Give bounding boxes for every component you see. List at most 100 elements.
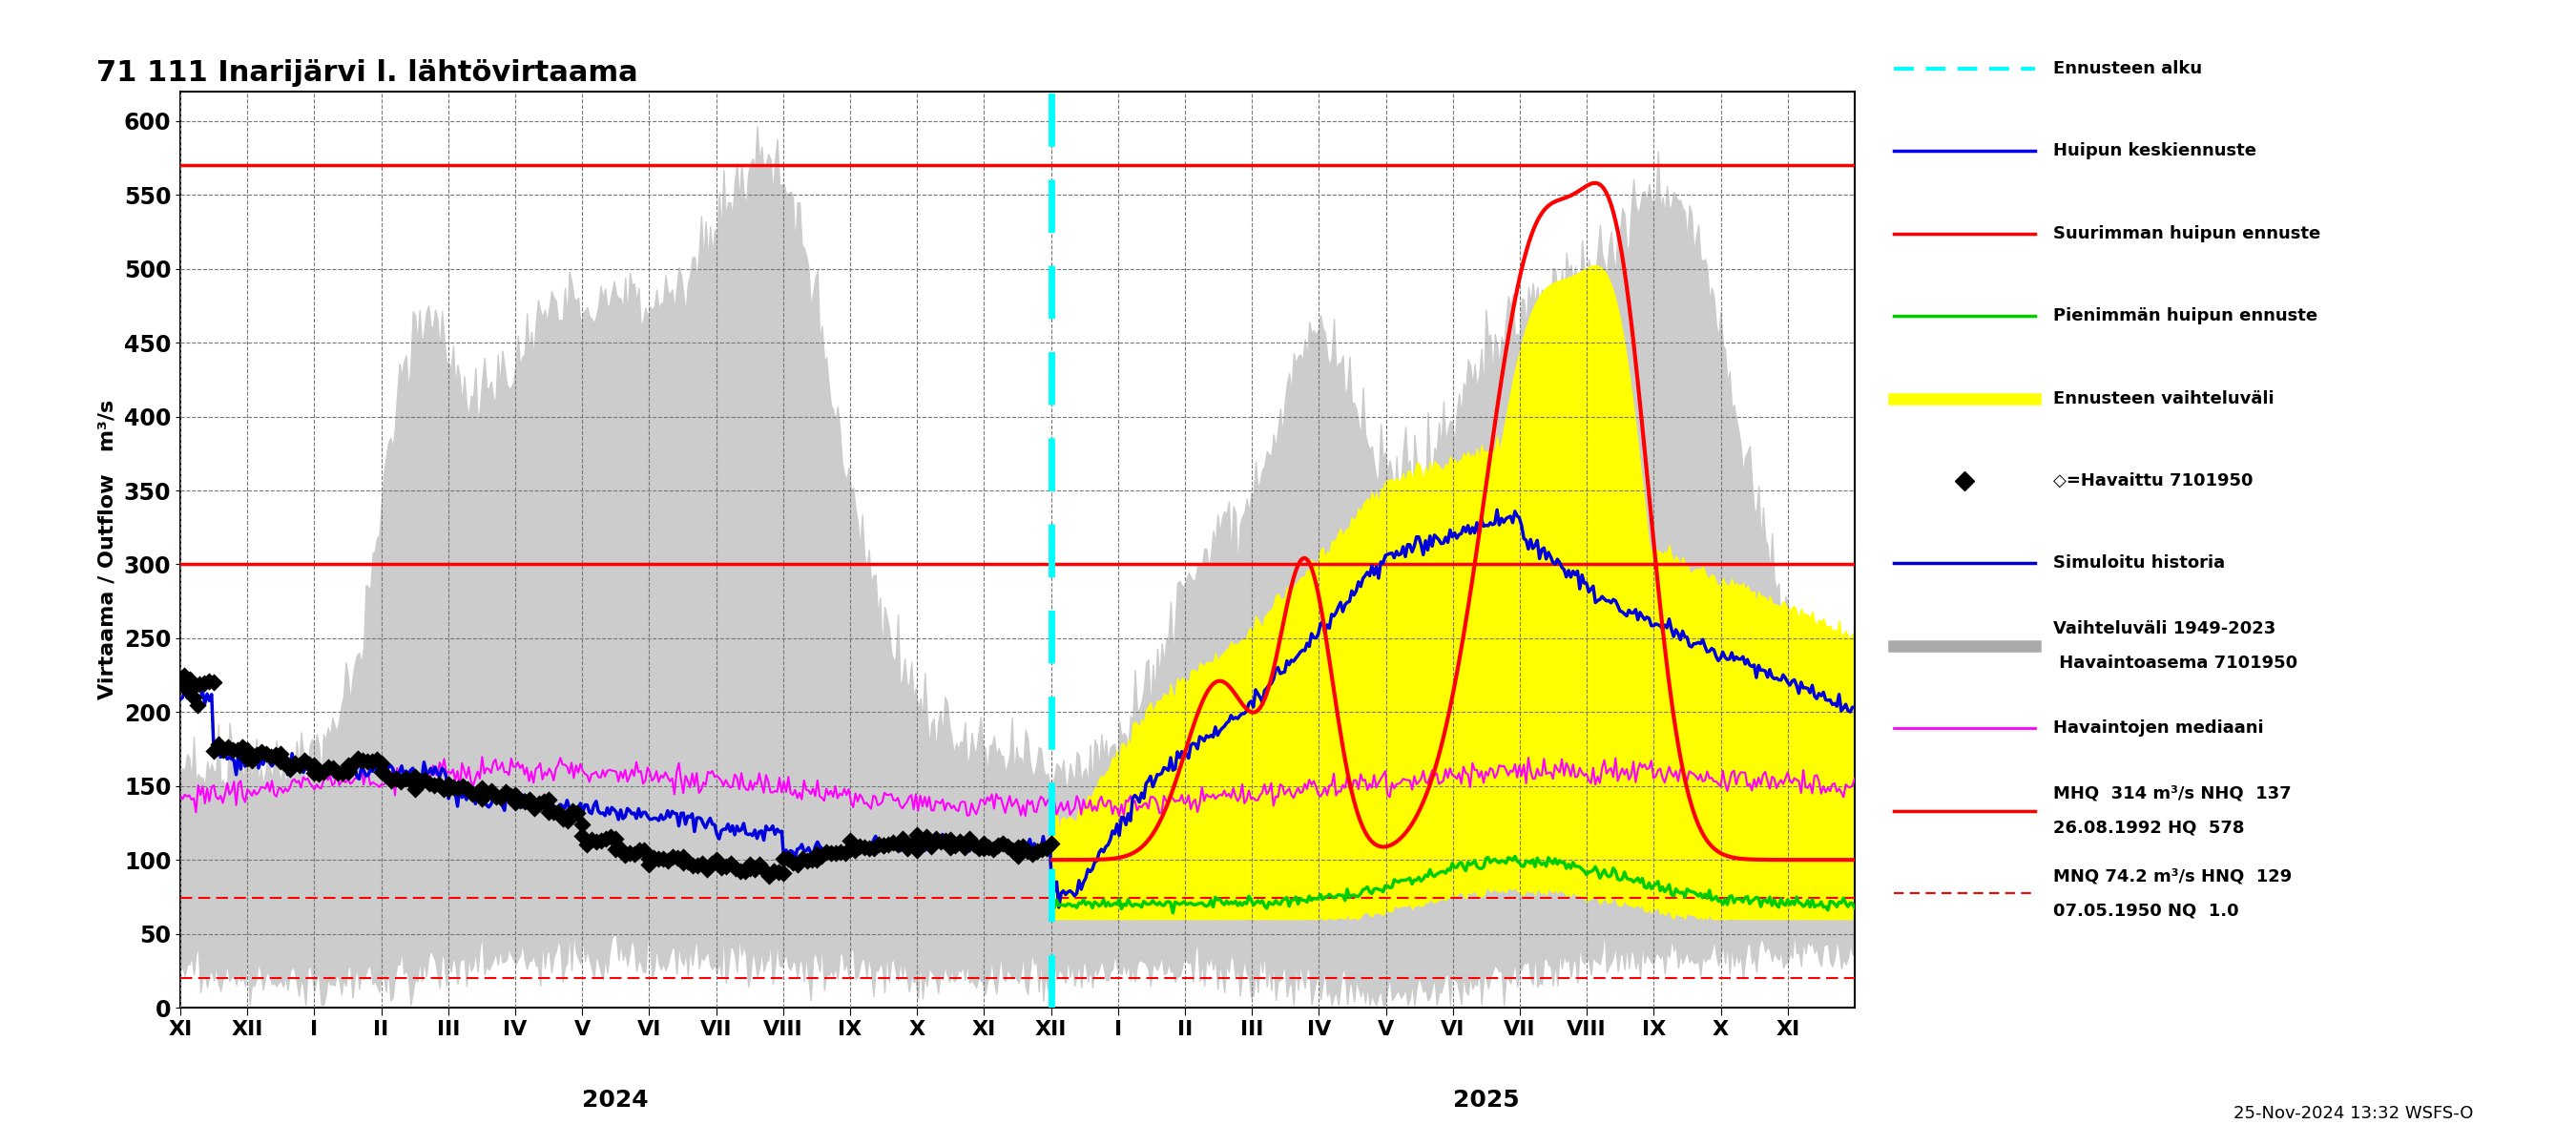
Text: Huipun keskiennuste: Huipun keskiennuste <box>2053 143 2257 160</box>
Point <box>714 859 755 877</box>
Point <box>657 848 698 867</box>
Point <box>227 750 268 768</box>
Point <box>175 677 216 695</box>
Point <box>611 844 652 862</box>
Text: Suurimman huipun ennuste: Suurimman huipun ennuste <box>2053 224 2321 243</box>
Point <box>677 856 719 875</box>
Point <box>580 831 621 850</box>
Point <box>165 676 206 694</box>
Point <box>896 842 938 860</box>
Point <box>167 681 209 700</box>
Point <box>662 848 703 867</box>
Point <box>500 791 541 810</box>
Point <box>255 745 296 764</box>
Point <box>796 845 837 863</box>
Point <box>216 741 258 759</box>
Text: 25-Nov-2024 13:32 WSFS-O: 25-Nov-2024 13:32 WSFS-O <box>2233 1105 2473 1122</box>
Point <box>379 772 420 790</box>
Point <box>747 867 788 885</box>
Point <box>343 751 384 769</box>
Point <box>992 840 1033 859</box>
Point <box>265 753 307 772</box>
Point <box>863 836 904 854</box>
Point <box>183 674 224 693</box>
Point <box>719 862 760 881</box>
Point <box>361 764 402 782</box>
Point <box>987 837 1028 855</box>
Point <box>209 739 250 757</box>
Text: Pienimmän huipun ennuste: Pienimmän huipun ennuste <box>2053 307 2318 325</box>
Point <box>484 783 526 802</box>
Point <box>752 862 793 881</box>
Point <box>829 831 871 850</box>
Point <box>443 777 484 796</box>
Point <box>886 839 927 858</box>
Point <box>227 741 268 759</box>
Point <box>896 826 938 844</box>
Point <box>981 835 1023 853</box>
Point <box>819 843 860 861</box>
Point <box>935 836 976 854</box>
Point <box>644 850 685 868</box>
Point <box>461 789 502 807</box>
Point <box>361 755 402 773</box>
Point <box>585 830 626 848</box>
Text: 2024: 2024 <box>582 1089 649 1112</box>
Point <box>1025 838 1066 856</box>
Point <box>958 839 999 858</box>
Point <box>355 750 397 768</box>
Text: Havaintojen mediaani: Havaintojen mediaani <box>2053 719 2264 737</box>
Point <box>270 759 312 777</box>
Text: MHQ  314 m³/s NHQ  137: MHQ 314 m³/s NHQ 137 <box>2053 785 2290 801</box>
Point <box>696 853 737 871</box>
Point <box>242 743 283 761</box>
Point <box>629 850 670 868</box>
Point <box>556 804 598 822</box>
Point <box>245 744 286 763</box>
Point <box>814 844 855 862</box>
Text: Simuloitu historia: Simuloitu historia <box>2053 554 2226 571</box>
Point <box>1002 837 1043 855</box>
Point <box>634 848 675 867</box>
Point <box>337 750 379 768</box>
Point <box>495 793 536 812</box>
Point <box>577 832 618 851</box>
Point <box>773 853 814 871</box>
Point <box>1015 842 1056 860</box>
Point <box>863 837 904 855</box>
Point <box>930 831 971 850</box>
Point <box>948 830 989 848</box>
Point <box>1007 842 1048 860</box>
Point <box>188 672 229 690</box>
Point <box>312 759 353 777</box>
Point <box>345 752 386 771</box>
Point <box>193 742 234 760</box>
Point <box>868 836 909 854</box>
Point <box>299 765 340 783</box>
Point <box>925 831 966 850</box>
Point <box>680 854 721 872</box>
Point <box>309 758 350 776</box>
Point <box>322 764 363 782</box>
Point <box>170 677 211 695</box>
Point <box>327 763 368 781</box>
Point <box>744 861 786 879</box>
Point <box>399 774 440 792</box>
Point <box>739 855 781 874</box>
Point <box>600 839 641 858</box>
Point <box>858 836 899 854</box>
Point <box>505 792 546 811</box>
Point <box>963 839 1005 858</box>
Point <box>1020 840 1061 859</box>
Point <box>438 779 479 797</box>
Point <box>528 791 569 810</box>
Point <box>878 836 920 854</box>
Point <box>920 832 961 851</box>
Point <box>479 789 520 807</box>
Point <box>1030 835 1072 853</box>
Point <box>412 776 453 795</box>
Point <box>327 757 368 775</box>
Point <box>840 837 881 855</box>
Point <box>533 804 574 822</box>
Text: Ennusteen vaihteluväli: Ennusteen vaihteluväli <box>2053 389 2275 408</box>
